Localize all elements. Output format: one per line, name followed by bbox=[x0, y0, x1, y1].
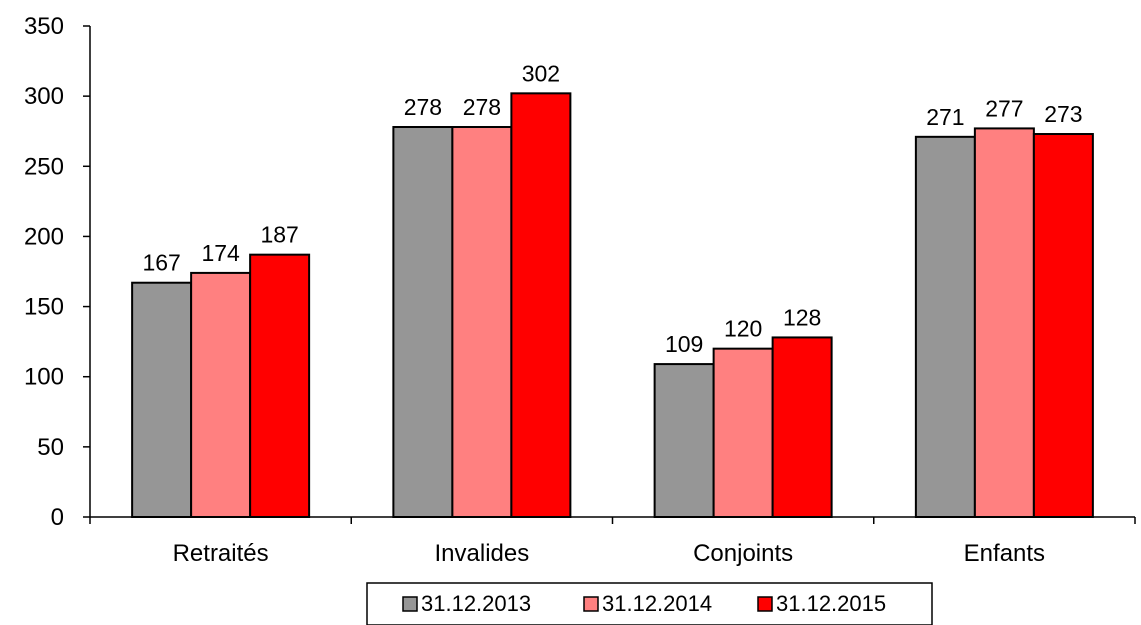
bar bbox=[653, 363, 715, 518]
legend-label: 31.12.2014 bbox=[602, 591, 712, 616]
legend-label: 31.12.2013 bbox=[421, 591, 531, 616]
bar bbox=[771, 336, 833, 519]
data-label: 302 bbox=[522, 60, 560, 86]
data-label: 167 bbox=[142, 250, 180, 276]
data-label: 174 bbox=[201, 240, 240, 266]
y-tick-label: 100 bbox=[24, 364, 64, 391]
legend-swatch bbox=[757, 596, 773, 612]
legend-swatch bbox=[583, 596, 599, 612]
data-label: 187 bbox=[260, 222, 298, 248]
y-tick-label: 350 bbox=[24, 13, 64, 40]
y-tick-label: 300 bbox=[24, 83, 64, 110]
bar bbox=[510, 92, 572, 519]
legend-box bbox=[366, 582, 933, 625]
data-label: 128 bbox=[783, 304, 821, 330]
legend-swatch bbox=[402, 596, 418, 612]
data-label: 271 bbox=[926, 104, 964, 130]
legend-label: 31.12.2015 bbox=[776, 591, 886, 616]
bar bbox=[131, 281, 193, 519]
data-label: 120 bbox=[724, 316, 762, 342]
y-tick-label: 250 bbox=[24, 153, 64, 180]
category-label: Retraités bbox=[173, 540, 269, 567]
bar bbox=[973, 127, 1035, 518]
y-tick-label: 150 bbox=[24, 294, 64, 321]
bar bbox=[451, 126, 513, 519]
data-label: 273 bbox=[1044, 101, 1082, 127]
legend: 31.12.2013 31.12.2014 31.12.2015 bbox=[366, 582, 933, 625]
data-label: 109 bbox=[665, 331, 703, 357]
category-label: Invalides bbox=[435, 540, 530, 567]
bar bbox=[249, 253, 311, 518]
bar bbox=[914, 135, 976, 518]
data-label: 278 bbox=[404, 94, 442, 120]
y-tick-label: 0 bbox=[51, 504, 64, 531]
x-axis: Retraités Invalides Conjoints Enfants bbox=[89, 516, 1136, 567]
bar bbox=[712, 347, 774, 518]
bar bbox=[392, 126, 454, 519]
category-label: Enfants bbox=[964, 540, 1045, 567]
category-label: Conjoints bbox=[693, 540, 793, 567]
bars bbox=[131, 92, 1094, 519]
y-tick-label: 200 bbox=[24, 223, 64, 250]
y-axis: 0 50 100 150 200 250 300 350 bbox=[24, 13, 91, 531]
value-labels: 167 174 187 278 278 302 109 120 128 271 277 273 bbox=[142, 60, 1082, 357]
y-tick-label: 50 bbox=[37, 434, 64, 461]
bar bbox=[190, 271, 252, 518]
bar bbox=[1032, 133, 1094, 519]
data-label: 278 bbox=[463, 94, 501, 120]
data-label: 277 bbox=[985, 95, 1023, 121]
